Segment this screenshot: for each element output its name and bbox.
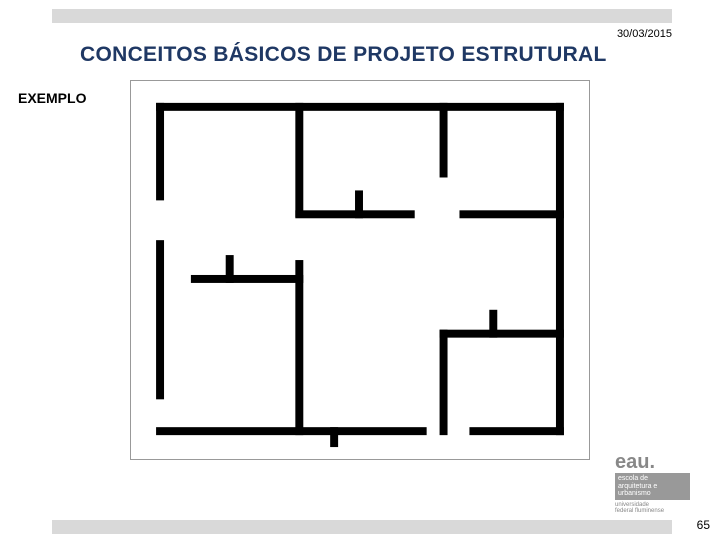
wall-segment [156, 103, 564, 111]
logo-acronym: eau. [615, 453, 690, 471]
wall-segment [295, 260, 303, 435]
wall-segment [226, 255, 234, 283]
slide-title: CONCEITOS BÁSICOS DE PROJETO ESTRUTURAL [80, 43, 607, 67]
wall-segment [440, 103, 448, 178]
institution-logo: eau. escola de arquitetura e urbanismo u… [615, 453, 690, 514]
floorplan-svg [131, 81, 589, 459]
page-number: 65 [697, 518, 710, 532]
wall-segment [295, 210, 414, 218]
wall-segment [440, 330, 448, 435]
bottom-decorative-bar [52, 520, 672, 534]
floorplan-diagram [130, 80, 590, 460]
wall-segment [191, 275, 303, 283]
wall-segment [330, 427, 338, 447]
wall-segment [355, 190, 363, 218]
wall-segment [489, 310, 497, 338]
example-label: EXEMPLO [18, 90, 86, 106]
logo-university: universidade federal fluminense [615, 502, 690, 514]
wall-segment [440, 330, 564, 338]
wall-segment [295, 103, 303, 217]
wall-segment [469, 427, 563, 435]
wall-segment [156, 240, 164, 399]
wall-segment [556, 103, 564, 435]
wall-segment [459, 210, 563, 218]
logo-school-name: escola de arquitetura e urbanismo [615, 473, 690, 500]
wall-segment [156, 103, 164, 200]
wall-segment [156, 427, 427, 435]
top-decorative-bar [52, 9, 672, 23]
slide-date: 30/03/2015 [617, 28, 672, 40]
